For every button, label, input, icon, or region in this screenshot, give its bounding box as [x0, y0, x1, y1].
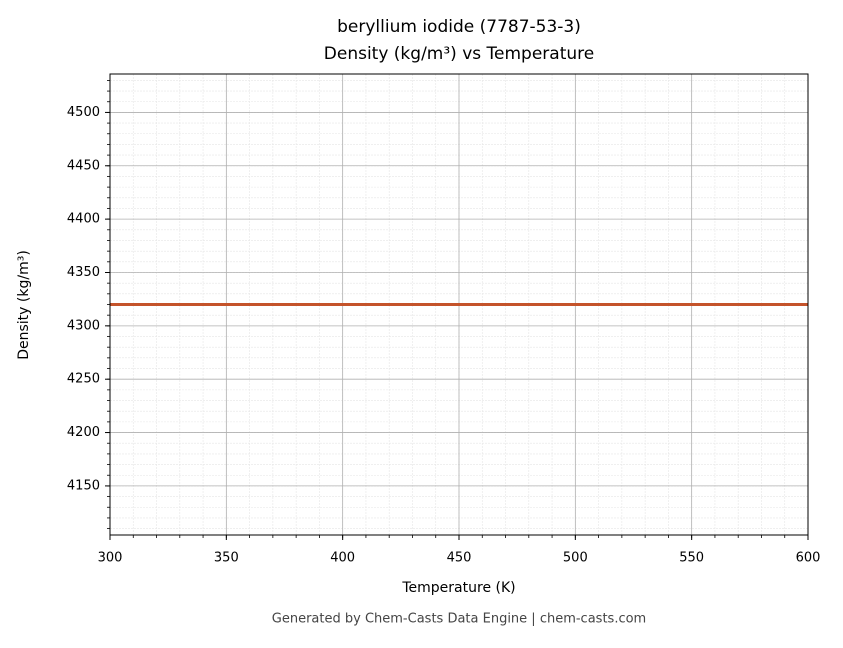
x-tick-label: 350	[214, 551, 239, 566]
y-tick-label: 4400	[67, 212, 100, 227]
x-tick-label: 600	[796, 551, 821, 566]
x-tick-label: 400	[330, 551, 355, 566]
x-axis-label: Temperature (K)	[401, 580, 515, 596]
chart-title: beryllium iodide (7787-53-3)	[337, 17, 581, 37]
x-tick-label: 300	[98, 551, 123, 566]
y-axis-label: Density (kg/m³)	[16, 250, 32, 360]
x-tick-label: 450	[447, 551, 472, 566]
footer: Generated by Chem-Casts Data Engine | ch…	[272, 612, 646, 627]
chart-subtitle: Density (kg/m³) vs Temperature	[324, 44, 594, 64]
y-tick-label: 4150	[67, 478, 100, 493]
plot-frame	[109, 73, 809, 536]
y-tick-label: 4450	[67, 158, 100, 173]
y-tick-label: 4200	[67, 425, 100, 440]
y-tick-label: 4350	[67, 265, 100, 280]
y-tick-label: 4300	[67, 318, 100, 333]
x-tick-label: 500	[563, 551, 588, 566]
x-tick-label: 550	[679, 551, 704, 566]
y-tick-label: 4500	[67, 105, 100, 120]
y-tick-label: 4250	[67, 372, 100, 387]
